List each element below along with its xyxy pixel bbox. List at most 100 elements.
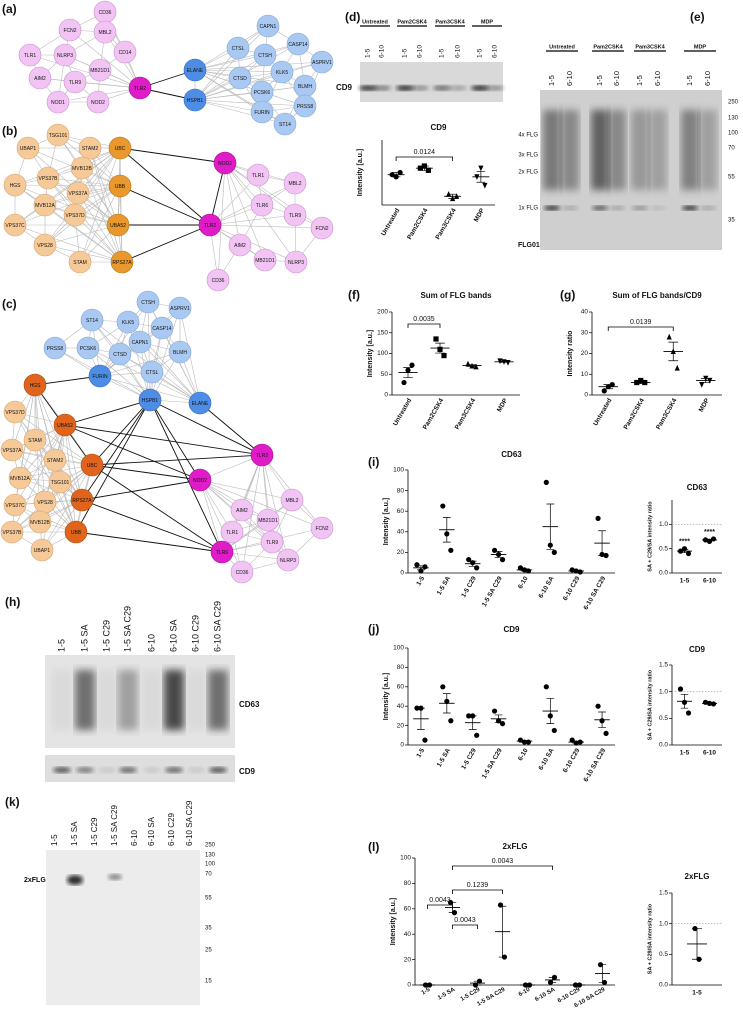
node-label: NOD2 [193, 478, 207, 484]
node-label: CAPN1 [132, 340, 149, 346]
y-axis-label: SA + C29/SA intensity ratio [647, 669, 653, 740]
panel-label: (l) [368, 840, 379, 854]
node [128, 76, 152, 100]
y-axis-label: Intensity [a.u.] [383, 673, 390, 720]
node-label: UBC [87, 463, 98, 469]
edge [209, 224, 297, 263]
node [46, 90, 70, 114]
y-tick-label: 0.0 [659, 742, 668, 749]
edge [99, 351, 181, 377]
node-label: CTSD [113, 352, 127, 358]
error-bar [668, 341, 679, 362]
edge [14, 411, 93, 466]
node-label: VPS37D [5, 410, 25, 416]
mw-marker: 35 [205, 926, 212, 932]
node-label: MB21D1 [258, 518, 278, 524]
node [78, 136, 102, 160]
error-bar [680, 549, 689, 553]
x-tick-label: 1-5 SA C29 [481, 747, 504, 780]
group-label: Pam3CSK4 [435, 19, 465, 25]
point [409, 362, 415, 368]
band-label: 2xFLG [24, 877, 46, 884]
node [273, 112, 297, 136]
node [198, 213, 222, 237]
lane-label: 1-5 SA [79, 624, 89, 652]
error-bar [468, 715, 477, 730]
node-label: VPS37C [5, 223, 25, 229]
group-label: Pam2CSK4 [593, 44, 623, 50]
edge-strong [75, 399, 151, 533]
x-tick-label: Pam2CSK4 [422, 397, 446, 431]
edge [57, 134, 119, 226]
edge [29, 54, 141, 89]
point [499, 721, 506, 727]
node [226, 36, 250, 60]
point [491, 547, 498, 553]
node [310, 516, 334, 540]
node-label: UBB [71, 530, 82, 536]
node-label: UBC [115, 146, 126, 152]
node-label: UBAP1 [20, 146, 37, 152]
node [276, 548, 300, 572]
node-label: CTSH [141, 300, 155, 306]
mw-marker: 130 [205, 853, 216, 859]
edge-strong [149, 399, 223, 553]
node-label: TLR9 [289, 213, 301, 219]
edge-strong [121, 224, 211, 263]
point [543, 684, 549, 690]
mw-marker: 55 [205, 896, 212, 902]
node [108, 342, 132, 366]
node-label: MB21D1 [90, 68, 110, 74]
y-axis-label: Intensity [a.u.] [367, 330, 374, 377]
error-bar [391, 172, 401, 178]
node [250, 100, 274, 124]
error-bar [420, 165, 429, 171]
edge [44, 204, 123, 263]
node [138, 388, 162, 412]
edge [47, 177, 121, 187]
group-label: Pam3CSK4 [635, 44, 665, 50]
node [116, 310, 140, 334]
node-label: VPS37B [39, 176, 59, 182]
error-bar [417, 707, 425, 730]
panel-label: (j) [368, 622, 379, 636]
node [228, 233, 252, 257]
chart: 2xFLG SA + C29/SA intensity ratio 0.0 0.5 1.… [647, 872, 722, 997]
lane-label: 1-5 [50, 834, 59, 846]
band [359, 85, 377, 91]
node-label: HSPB1 [142, 398, 159, 404]
bracket-label: 0.0043 [454, 917, 476, 924]
edge [77, 192, 123, 263]
node-label: CD36 [236, 570, 249, 576]
node-label: ASPRV1 [312, 60, 332, 66]
error-bar [598, 711, 606, 728]
node-label: TLR9 [266, 540, 278, 546]
node-label: CAPN1 [260, 24, 277, 30]
error-bar [499, 361, 509, 363]
edge [14, 224, 123, 263]
node [188, 391, 212, 415]
edge [81, 167, 123, 263]
node [43, 448, 67, 472]
edge [14, 147, 121, 186]
point [601, 388, 607, 394]
node-label: ST14 [279, 122, 291, 128]
edge-strong [91, 454, 263, 466]
y-tick-label: 80 [404, 880, 412, 887]
band [682, 205, 698, 211]
node-label: UBA52 [110, 223, 126, 229]
error-bar [520, 740, 529, 743]
x-tick-label: 6-10 C29 [562, 575, 582, 602]
mw-marker: 55 [728, 175, 735, 181]
lane-label: 1-5 C29 [90, 817, 99, 846]
band [700, 205, 716, 211]
network: CD36 FCN2 MBL2 CD14 TLR1 NLRP3 MB21D1 AIM2 TLR9 N… [18, 0, 334, 136]
lane-label: 6-10 C29 [167, 813, 176, 846]
node [256, 508, 280, 532]
bracket [607, 326, 674, 331]
node [43, 336, 67, 360]
point [414, 705, 420, 711]
node [23, 428, 47, 452]
node [80, 453, 104, 477]
x-tick-label: Pam3CSK4 [655, 397, 679, 431]
